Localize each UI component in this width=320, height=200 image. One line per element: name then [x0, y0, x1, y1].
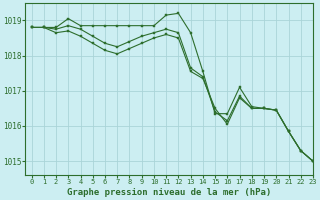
X-axis label: Graphe pression niveau de la mer (hPa): Graphe pression niveau de la mer (hPa)	[67, 188, 271, 197]
